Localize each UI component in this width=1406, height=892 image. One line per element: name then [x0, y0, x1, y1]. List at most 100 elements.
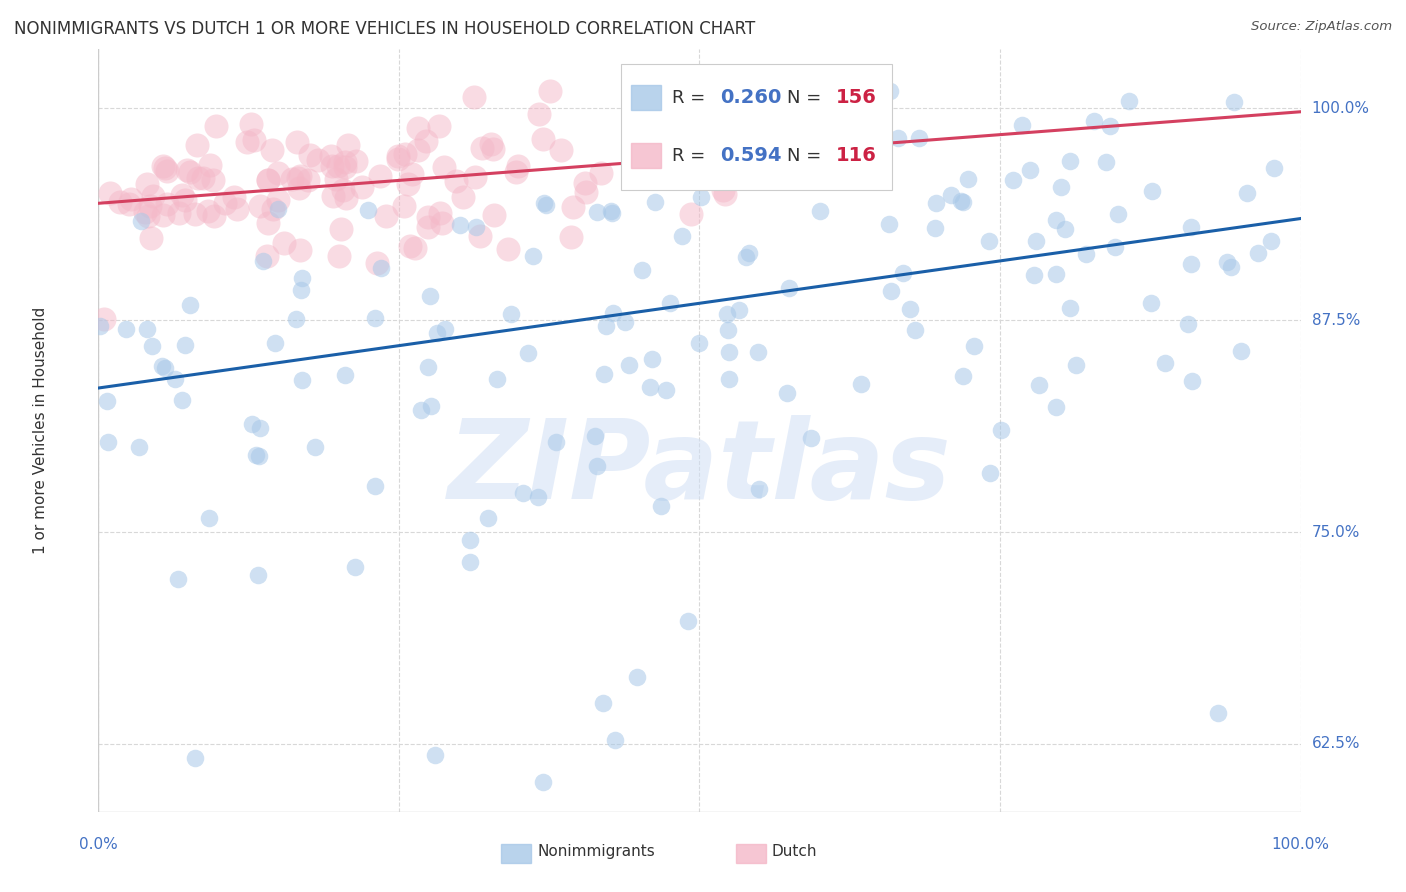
Point [631, 263, 654, 277]
Text: R =: R = [672, 89, 711, 107]
Point [655, 384, 678, 398]
Point [198, 511, 221, 525]
Point [531, 775, 554, 789]
Point [485, 372, 508, 386]
Point [166, 572, 188, 586]
Point [1094, 155, 1116, 169]
Point [152, 159, 174, 173]
Point [643, 136, 665, 150]
Point [370, 260, 392, 275]
Point [952, 194, 974, 209]
Point [401, 167, 423, 181]
Point [508, 159, 530, 173]
Point [115, 322, 138, 336]
Point [245, 448, 267, 462]
Point [1083, 114, 1105, 128]
Point [419, 289, 441, 303]
Point [527, 106, 550, 120]
Point [592, 696, 614, 710]
Point [236, 135, 259, 149]
Point [408, 120, 430, 135]
Point [118, 197, 141, 211]
Point [538, 84, 561, 98]
Point [416, 359, 439, 374]
Point [527, 491, 550, 505]
Point [139, 199, 162, 213]
Point [952, 368, 974, 383]
Point [512, 486, 534, 500]
Point [433, 160, 456, 174]
Point [1118, 94, 1140, 108]
Point [779, 281, 801, 295]
Point [291, 373, 314, 387]
Point [93, 311, 115, 326]
Point [415, 134, 437, 148]
Point [979, 466, 1001, 480]
Point [533, 195, 555, 210]
Point [156, 197, 179, 211]
Point [433, 322, 456, 336]
Point [904, 323, 927, 337]
Point [546, 435, 568, 450]
Point [429, 120, 451, 134]
Point [1028, 377, 1050, 392]
Text: ZIPatlas: ZIPatlas [447, 415, 952, 522]
Point [173, 194, 195, 208]
Point [89, 318, 111, 333]
Point [1181, 374, 1204, 388]
Point [1263, 161, 1285, 176]
Point [1177, 317, 1199, 331]
Point [1180, 220, 1202, 235]
Point [267, 193, 290, 207]
Point [336, 137, 359, 152]
Point [681, 207, 703, 221]
Point [560, 229, 582, 244]
Point [586, 204, 609, 219]
Point [128, 440, 150, 454]
Point [153, 161, 176, 175]
Point [153, 360, 176, 375]
Point [1053, 221, 1076, 235]
Point [477, 511, 499, 525]
Point [290, 244, 312, 258]
Point [226, 202, 249, 216]
Text: 100.0%: 100.0% [1271, 837, 1330, 852]
Point [262, 202, 284, 217]
Point [979, 234, 1001, 248]
Point [328, 249, 350, 263]
Text: R =: R = [672, 146, 711, 165]
Point [880, 284, 903, 298]
Point [183, 750, 205, 764]
Point [659, 296, 682, 310]
Point [849, 377, 872, 392]
Point [583, 429, 606, 443]
Point [468, 228, 491, 243]
Point [350, 180, 373, 194]
Point [1216, 255, 1239, 269]
Point [326, 159, 349, 173]
Point [449, 219, 471, 233]
Point [458, 533, 481, 547]
Point [602, 306, 624, 320]
Point [641, 351, 664, 366]
Point [364, 479, 387, 493]
Point [516, 345, 538, 359]
Point [252, 254, 274, 268]
Point [249, 421, 271, 435]
Point [333, 368, 356, 382]
Point [1104, 240, 1126, 254]
Text: 100.0%: 100.0% [1312, 101, 1369, 116]
Point [281, 172, 304, 186]
Point [416, 219, 439, 234]
FancyBboxPatch shape [631, 143, 661, 168]
Point [600, 203, 623, 218]
Point [357, 202, 380, 217]
Text: 87.5%: 87.5% [1312, 313, 1360, 327]
Point [141, 230, 163, 244]
Point [198, 158, 221, 172]
Point [925, 196, 948, 211]
Point [287, 135, 309, 149]
Text: 0.0%: 0.0% [79, 837, 118, 852]
Text: Nonimmigrants: Nonimmigrants [537, 844, 655, 859]
Point [322, 189, 344, 203]
